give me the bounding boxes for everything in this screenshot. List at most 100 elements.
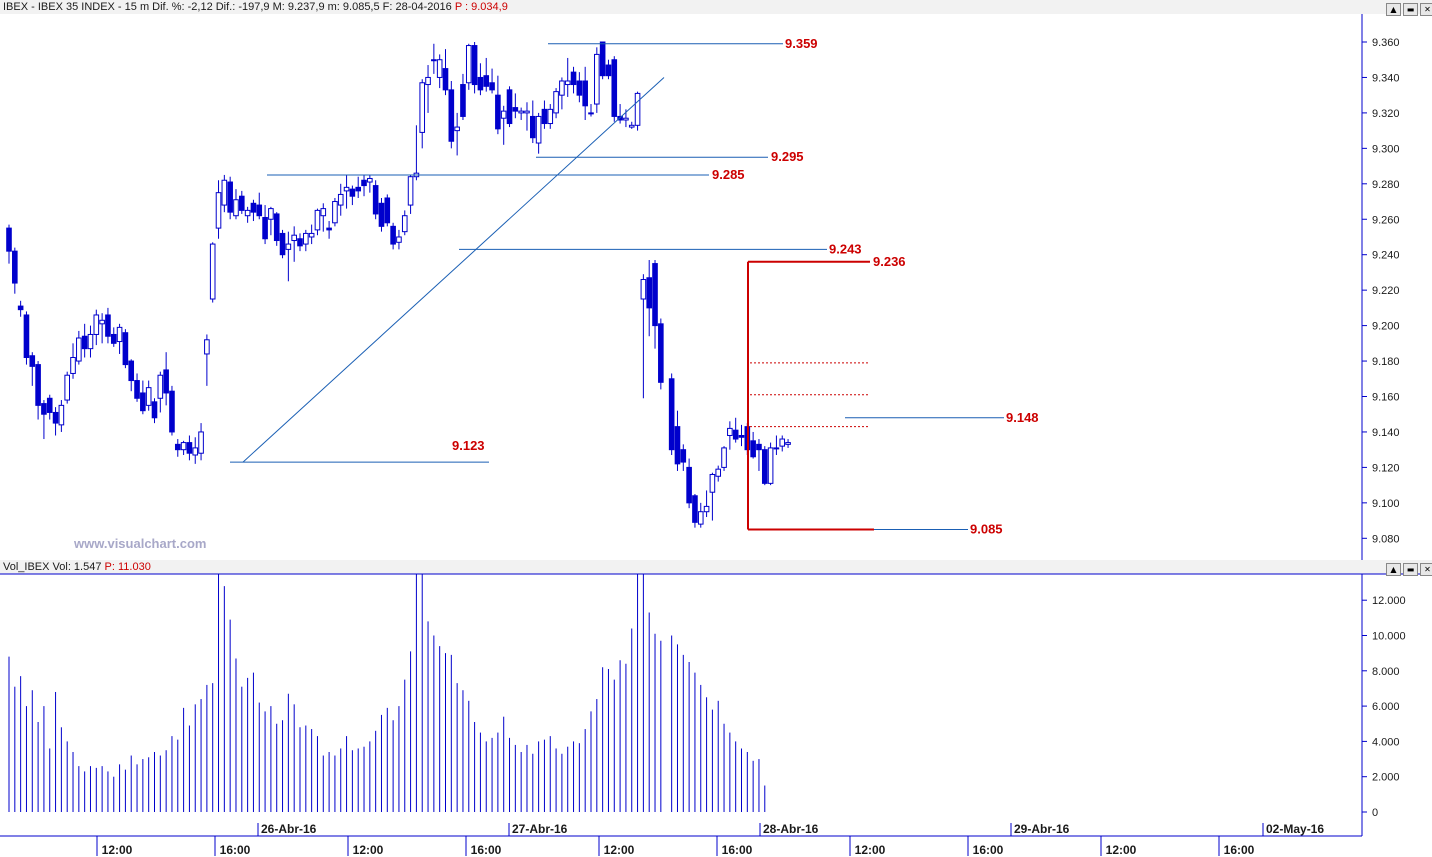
candle-body — [652, 263, 658, 327]
candle-body — [239, 195, 245, 211]
candle-body — [489, 82, 495, 91]
candle-body — [361, 179, 367, 187]
candle-body — [105, 314, 111, 337]
candle-body — [425, 76, 431, 86]
candle-body — [12, 250, 18, 284]
x-time-label: 16:00 — [973, 843, 1004, 857]
close-icon[interactable]: ✕ — [1420, 563, 1432, 576]
candle-body — [367, 177, 373, 183]
price-y-tick-label: 9.180 — [1372, 356, 1400, 368]
minimize-icon[interactable]: ▲ — [1386, 3, 1401, 16]
price-header-text: IBEX - IBEX 35 INDEX - 15 m Dif. %: -2,1… — [3, 1, 452, 13]
restore-icon[interactable]: ▬ — [1403, 3, 1418, 16]
price-y-tick-label: 9.200 — [1372, 321, 1400, 333]
minimize-icon[interactable]: ▲ — [1386, 563, 1401, 576]
candle-body — [250, 202, 257, 213]
candle-body — [524, 110, 530, 114]
candle-body — [174, 443, 181, 451]
candle-body — [384, 197, 391, 224]
candle-body — [559, 80, 565, 96]
candle-body — [128, 360, 135, 382]
candle-body — [279, 232, 286, 256]
candle-body — [547, 108, 554, 125]
volume-panel-header: Vol_IBEX Vol: 1.547 P: 11.030 — [3, 561, 151, 573]
candle-body — [465, 45, 472, 84]
candle-body — [530, 115, 536, 139]
candle-body — [495, 94, 501, 130]
candle-body — [157, 374, 164, 399]
candle-body — [76, 337, 82, 362]
candle-body — [268, 208, 274, 220]
price-header-bar — [0, 0, 1432, 14]
level-9085-label: 9.085 — [970, 521, 1003, 536]
candle-body — [697, 511, 704, 525]
candle-body — [640, 279, 647, 300]
candle-body — [658, 323, 664, 383]
price-y-tick-label: 9.320 — [1372, 108, 1400, 120]
x-time-label: 16:00 — [722, 843, 753, 857]
restore-icon[interactable]: ▬ — [1403, 563, 1418, 576]
candle-body — [110, 333, 117, 344]
x-time-label: 16:00 — [220, 843, 251, 857]
candle-body — [727, 427, 733, 436]
candle-body — [192, 447, 199, 456]
candle-body — [151, 401, 158, 419]
volume-panel-window-buttons: ▲ ▬ ✕ — [1386, 563, 1432, 576]
candle-body — [221, 179, 228, 206]
candle-body — [17, 305, 24, 311]
candle-body — [588, 112, 594, 115]
x-date-label: 27-Abr-16 — [512, 822, 568, 836]
candle-body — [715, 468, 722, 477]
price-y-tick-label: 9.140 — [1372, 427, 1400, 439]
candle-body — [93, 314, 100, 335]
volume-y-tick-label: 4.000 — [1372, 736, 1400, 748]
candle-body — [448, 89, 455, 142]
candle-body — [285, 243, 292, 250]
candle-body — [116, 326, 123, 343]
candle-body — [756, 443, 762, 451]
candle-body — [227, 181, 233, 213]
volume-y-tick-label: 6.000 — [1372, 701, 1400, 713]
price-y-tick-label: 9.340 — [1372, 72, 1400, 84]
candle-body — [209, 243, 216, 300]
volume-y-tick-label: 2.000 — [1372, 772, 1400, 784]
candle-body — [477, 76, 484, 91]
price-panel-header: IBEX - IBEX 35 INDEX - 15 m Dif. %: -2,1… — [3, 1, 508, 13]
candle-body — [767, 447, 774, 484]
candle-body — [320, 208, 327, 217]
level-9285-label: 9.285 — [712, 167, 745, 182]
candle-body — [122, 332, 129, 366]
volume-header-p-label: P: 11.030 — [104, 561, 151, 573]
candle-body — [215, 192, 222, 229]
candle-body — [87, 333, 94, 350]
candle-body — [64, 374, 71, 401]
level-9123-label: 9.123 — [452, 438, 485, 453]
price-y-tick-label: 9.080 — [1372, 533, 1400, 545]
x-date-label: 02-May-16 — [1266, 822, 1324, 836]
level-9148-label: 9.148 — [1006, 410, 1039, 425]
candle-body — [535, 115, 542, 144]
candle-body — [140, 392, 146, 412]
candle-body — [570, 71, 577, 86]
candle-body — [500, 110, 507, 119]
candle-body — [454, 126, 460, 132]
candle-body — [303, 232, 309, 245]
candle-body — [582, 80, 588, 107]
candle-body — [674, 426, 681, 465]
volume-header-text: Vol_IBEX Vol: 1.547 — [3, 561, 102, 573]
candle-body — [599, 41, 606, 77]
candle-body — [343, 186, 350, 192]
candle-body — [233, 199, 239, 217]
level-9243-label: 9.243 — [829, 241, 862, 256]
close-icon[interactable]: ✕ — [1420, 3, 1432, 16]
price-header-p-label: P : 9.034,9 — [454, 1, 508, 13]
candle-body — [761, 449, 768, 484]
candle-body — [145, 387, 152, 406]
x-date-label: 28-Abr-16 — [763, 822, 819, 836]
candle-body — [471, 45, 478, 86]
candle-body — [668, 378, 675, 451]
trendline-upper — [475, 77, 665, 250]
candle-body — [58, 404, 65, 426]
candle-body — [396, 236, 402, 243]
